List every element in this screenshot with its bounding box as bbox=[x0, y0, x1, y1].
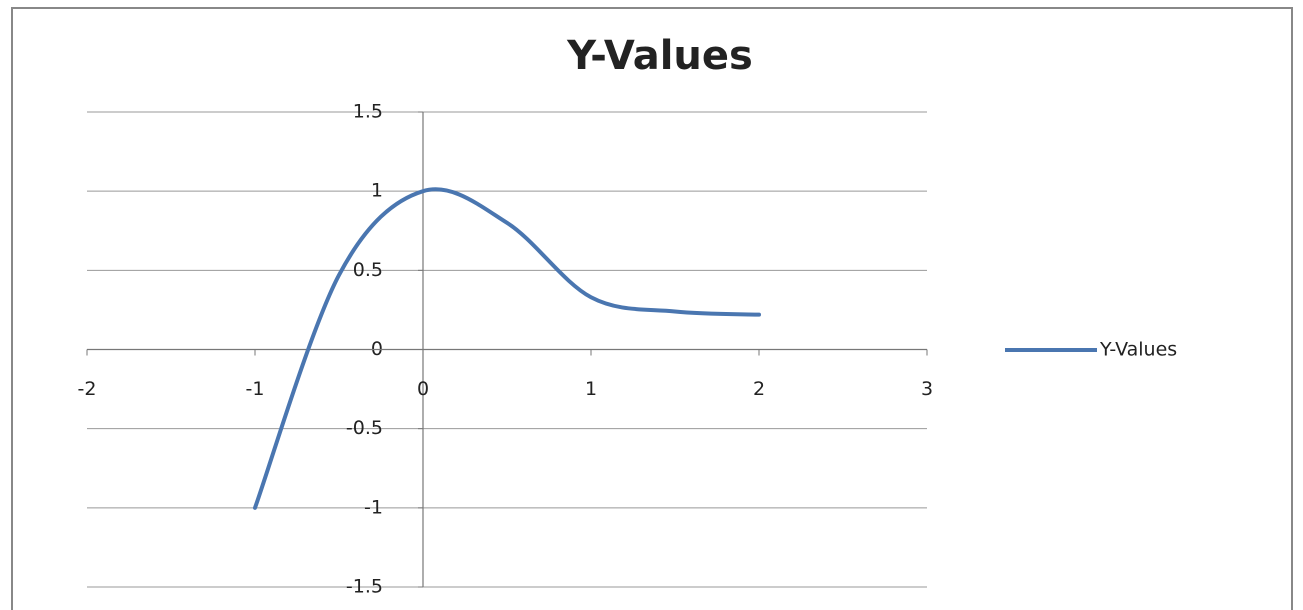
y-tick-label: -1.5 bbox=[346, 576, 383, 598]
y-tick-label: -0.5 bbox=[346, 417, 383, 439]
x-tick-label: 3 bbox=[921, 378, 933, 400]
y-tick-label: 1.5 bbox=[353, 101, 383, 123]
x-tick-label: -1 bbox=[246, 378, 265, 400]
x-tick-label: -2 bbox=[78, 378, 97, 400]
x-tick-label: 2 bbox=[753, 378, 765, 400]
legend-label: Y-Values bbox=[1099, 339, 1177, 361]
series-line bbox=[253, 187, 761, 510]
x-tick-label: 1 bbox=[585, 378, 597, 400]
y-tick-label: -1 bbox=[364, 496, 383, 518]
y-tick-label: 1 bbox=[371, 180, 383, 202]
y-tick-label: 0.5 bbox=[353, 259, 383, 281]
chart-title: Y-Values bbox=[566, 33, 753, 79]
x-tick-label: 0 bbox=[417, 378, 429, 400]
